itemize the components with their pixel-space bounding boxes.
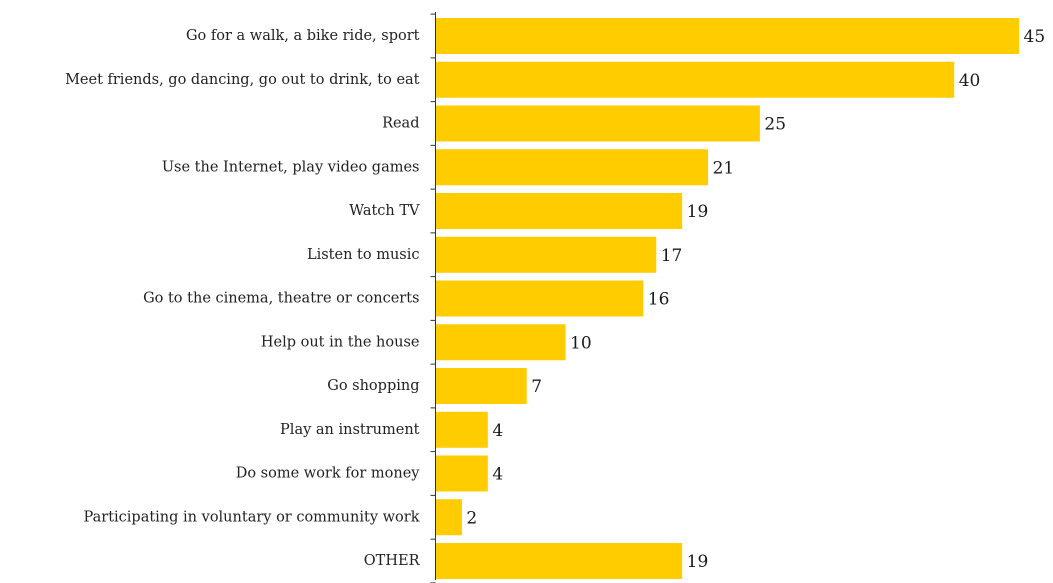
value-label: 16	[648, 290, 670, 310]
category-label: Do some work for money	[236, 466, 421, 482]
value-label: 10	[570, 333, 592, 353]
category-label: Go for a walk, a bike ride, sport	[186, 28, 420, 44]
bar	[436, 149, 709, 186]
bar	[436, 499, 462, 536]
value-label: 19	[687, 552, 709, 572]
bar	[436, 193, 683, 229]
category-labels-group: Go for a walk, a bike ride, sport Meet fr…	[65, 28, 421, 569]
bar	[436, 368, 527, 404]
value-label: 25	[764, 115, 786, 135]
category-label: Help out in the house	[261, 334, 420, 350]
category-label: Play an instrument	[280, 422, 420, 438]
bar	[436, 455, 488, 492]
category-label: Read	[382, 116, 419, 132]
category-label: Participating in voluntary or community …	[84, 509, 420, 525]
value-label: 2	[466, 508, 477, 528]
bar	[436, 105, 760, 142]
bar	[436, 61, 955, 98]
category-axis	[430, 12, 436, 583]
bar	[436, 18, 1019, 54]
value-label: 7	[531, 377, 542, 397]
category-label: Meet friends, go dancing, go out to drin…	[65, 72, 420, 88]
category-label: Go to the cinema, theatre or concerts	[143, 291, 419, 307]
category-label: Go shopping	[327, 378, 419, 394]
value-label: 17	[661, 246, 683, 266]
value-label: 45	[1024, 27, 1046, 47]
category-label: Watch TV	[349, 203, 420, 219]
bar	[436, 324, 566, 361]
bars-group	[436, 18, 1019, 579]
value-label: 21	[713, 158, 735, 178]
value-label: 19	[687, 202, 709, 222]
bar	[436, 236, 657, 273]
category-label: Listen to music	[307, 247, 420, 263]
bar	[436, 543, 683, 579]
value-labels-group: 45 40 25 21 19 17 16 10 7 4 4 2 19	[466, 27, 1045, 572]
value-label: 4	[492, 421, 503, 441]
bar	[436, 411, 488, 448]
category-label: OTHER	[364, 553, 421, 569]
value-label: 40	[959, 71, 981, 91]
category-label: Use the Internet, play video games	[162, 159, 420, 175]
bar	[436, 280, 644, 317]
value-label: 4	[492, 465, 503, 485]
